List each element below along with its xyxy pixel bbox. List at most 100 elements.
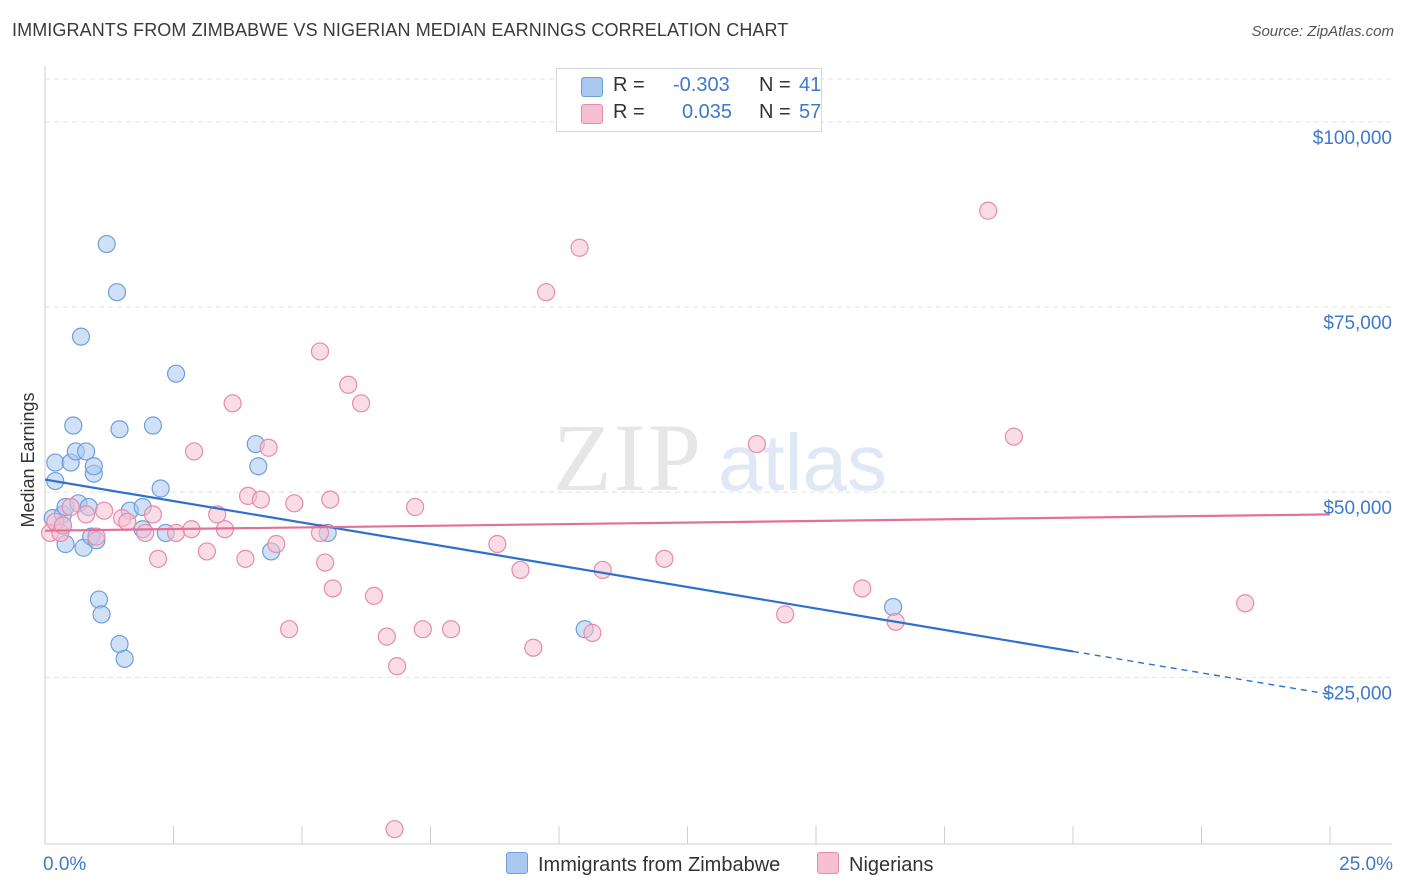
zimbabwe-point [151, 479, 170, 498]
nigerian-point [87, 527, 106, 546]
zimbabwe-point [71, 327, 91, 346]
nigerian-point [310, 342, 330, 361]
legend-n-label: N = [759, 101, 791, 123]
nigerian-point [280, 620, 299, 639]
nigerian-point [413, 620, 432, 639]
legend-r-label: R = [613, 74, 645, 96]
zimbabwe-point [883, 597, 903, 617]
zimbabwe-point [77, 442, 96, 461]
zimbabwe-point [115, 649, 134, 668]
legend-r-value: 0.035 [682, 101, 733, 123]
nigerian-point [364, 586, 384, 605]
zimbabwe-point [249, 457, 268, 476]
watermark-zip: ZIP [553, 404, 703, 511]
nigerian-point [61, 497, 80, 517]
nigerian-point [236, 549, 255, 568]
y-tick-label: $100,000 [1313, 128, 1392, 149]
zimbabwe-point [89, 590, 109, 609]
nigerian-point [405, 497, 425, 517]
bottom-legend-nigerians: Nigerians [817, 852, 933, 877]
bottom-legend-swatch-zimbabwe [506, 852, 528, 874]
nigerian-point [143, 505, 163, 524]
nigerian-point [184, 442, 204, 461]
nigerian-point [95, 501, 114, 520]
zimbabwe-point [64, 416, 83, 435]
nigerian-point [166, 523, 186, 543]
bottom-legend-swatch-nigerians [817, 852, 839, 874]
x-tick-label: 0.0% [43, 854, 86, 875]
zimbabwe-point [110, 420, 129, 439]
y-tick-label: $50,000 [1323, 498, 1392, 519]
nigerian-point [118, 512, 137, 531]
nigerian-point [853, 579, 872, 598]
zimbabwe-trend-extension [1072, 650, 1331, 696]
nigerian-point [352, 394, 371, 413]
nigerian-point [339, 375, 358, 394]
nigerian-point [979, 201, 998, 220]
bottom-legend-label-zimbabwe: Immigrants from Zimbabwe [538, 854, 781, 876]
zimbabwe-point [46, 453, 65, 472]
axes [44, 66, 1392, 845]
nigerian-point [136, 523, 155, 543]
nigerian-point [197, 542, 217, 561]
source-label: Source: ZipAtlas.com [1251, 23, 1394, 40]
watermark-atlas: atlas [718, 418, 887, 507]
zimbabwe-point [92, 605, 111, 624]
nigerian-point [1236, 594, 1255, 613]
nigerian-point [387, 657, 407, 676]
nigerian-point [655, 549, 674, 568]
nigerian-point [77, 505, 96, 524]
chart-title: IMMIGRANTS FROM ZIMBABWE VS NIGERIAN MED… [12, 20, 789, 40]
nigerian-point [310, 523, 330, 543]
bottom-legend-zimbabwe: Immigrants from Zimbabwe [506, 852, 780, 877]
nigerian-point [377, 627, 396, 646]
nigerian-point [537, 283, 556, 302]
zimbabwe-point [84, 457, 103, 476]
zimbabwe-trend-line [44, 478, 1074, 653]
zimbabwe-point [166, 364, 186, 383]
nigerian-point [593, 560, 612, 580]
legend-r-label: R = [613, 101, 645, 123]
y-tick-label: $75,000 [1323, 313, 1392, 334]
nigerian-point [511, 560, 530, 580]
tick-labels: $25,000 $50,000 $75,000 $100,000 0.0% 25.0% [43, 128, 1393, 875]
legend-n-label: N = [759, 74, 791, 96]
legend-r-value: -0.303 [673, 74, 730, 96]
nigerian-point [385, 820, 404, 839]
nigerian-point [747, 434, 766, 454]
trend-lines [44, 478, 1331, 696]
data-points [41, 201, 1255, 839]
y-tick-label: $25,000 [1323, 683, 1392, 704]
nigerian-point [776, 605, 795, 624]
bottom-legend-label-nigerians: Nigerians [849, 854, 934, 876]
nigerian-point [323, 579, 342, 598]
legend-swatch-zimbabwe [581, 77, 603, 97]
gridlines [45, 78, 1392, 678]
nigerian-point [259, 438, 278, 457]
nigerian-point [267, 534, 286, 554]
y-axis-label: Median Earnings [18, 392, 38, 527]
watermark: ZIP atlas [553, 404, 887, 511]
nigerian-point [316, 553, 335, 572]
nigerian-point [285, 494, 304, 513]
legend-swatch-nigerians [581, 104, 603, 124]
nigerian-point [251, 490, 270, 509]
nigerian-trend-line [44, 513, 1331, 532]
x-tick-label: 25.0% [1339, 854, 1393, 875]
legend-n-value: 41 [799, 74, 822, 96]
correlation-legend: R = -0.303 N = 41 R = 0.035 N = 57 [556, 68, 822, 132]
nigerian-point [148, 549, 168, 568]
zimbabwe-point [97, 234, 116, 254]
legend-n-value: 57 [799, 101, 822, 123]
nigerian-point [1004, 427, 1023, 446]
nigerian-point [583, 623, 602, 643]
nigerian-point [488, 534, 507, 554]
zimbabwe-point [143, 416, 163, 435]
nigerian-point [441, 620, 461, 639]
nigerian-point [321, 490, 340, 509]
nigerian-point [524, 638, 543, 657]
nigerian-point [223, 394, 242, 413]
nigerian-point [570, 238, 589, 257]
zimbabwe-point [107, 283, 127, 302]
